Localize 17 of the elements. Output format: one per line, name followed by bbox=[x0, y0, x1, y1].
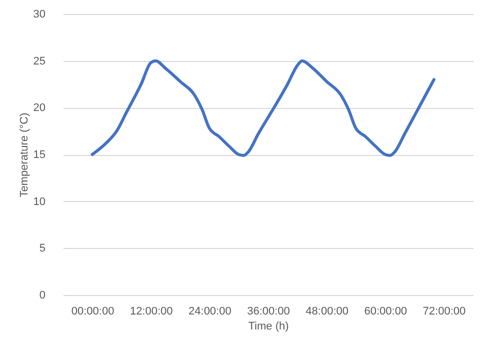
y-tick-label: 20 bbox=[33, 102, 46, 114]
x-tick-label: 72:00:00 bbox=[422, 306, 466, 318]
x-tick-label: 00:00:00 bbox=[71, 306, 114, 318]
y-tick-label: 0 bbox=[39, 290, 46, 302]
y-tick-label: 15 bbox=[33, 149, 46, 161]
x-tick-label: 36:00:00 bbox=[247, 306, 290, 318]
x-tick-label: 48:00:00 bbox=[306, 306, 348, 318]
line-series bbox=[90, 59, 436, 157]
y-tick-label: 10 bbox=[33, 196, 46, 208]
x-axis-title: Time (h) bbox=[248, 320, 289, 332]
x-tick-label: 12:00:00 bbox=[130, 306, 173, 318]
y-axis-title: Temperature (°C) bbox=[18, 112, 30, 198]
x-tick-label: 24:00:00 bbox=[188, 306, 232, 318]
y-tick-label: 30 bbox=[33, 8, 46, 20]
y-tick-label: 5 bbox=[39, 242, 46, 255]
x-tick-label: 60:00:00 bbox=[364, 306, 408, 318]
y-tick-label: 25 bbox=[33, 55, 46, 68]
